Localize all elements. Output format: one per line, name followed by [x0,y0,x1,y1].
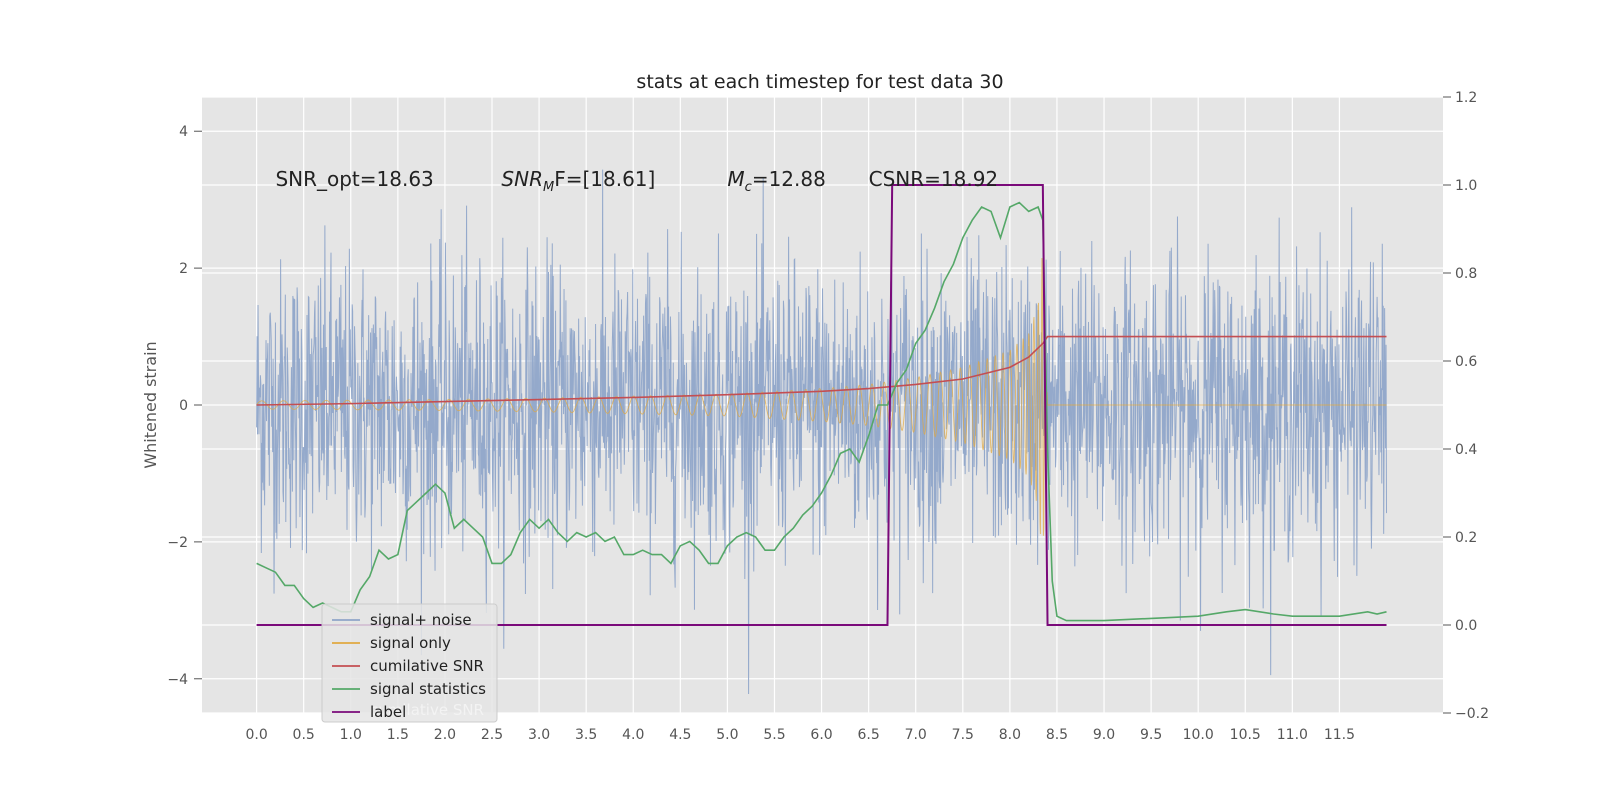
annotation-text: Mc=12.88 [727,167,825,195]
y-right-tick-label: 1.0 [1455,178,1477,194]
series-cumulative-snr-line [256,335,1387,406]
y-axis-label: Whitened strain [141,341,160,468]
legend-label: signal statistics [370,680,486,698]
x-tick-label: 10.5 [1230,727,1261,743]
y-left-tick-label: 2 [179,261,188,277]
x-tick-label: 3.5 [575,727,597,743]
x-tick-label: 1.0 [340,727,362,743]
x-tick-label: 11.5 [1324,727,1355,743]
annotation-sub: c [745,180,752,195]
x-tick-label: 10.0 [1183,727,1214,743]
annotation-rest: =12.88 [752,167,826,191]
y-right-tick-label: 1.2 [1455,90,1477,106]
x-tick-label: 0.5 [293,727,315,743]
x-tick-label: 8.0 [999,727,1021,743]
y-right-tick-label: 0.2 [1455,530,1477,546]
series-signal-noise-line [256,169,1388,695]
series-signal-only-line [256,257,1387,536]
y-axis-right-ticks: −0.2 0.0 0.2 0.4 0.6 0.8 1.0 1.2 [1443,90,1489,722]
annotation-main: SNR [501,167,543,191]
y-right-tick-label: 0.4 [1455,442,1477,458]
x-tick-label: 3.0 [528,727,550,743]
x-tick-label: 8.5 [1046,727,1068,743]
series-layer [256,169,1388,695]
annotation-main: M [727,167,744,191]
series-label-line [256,184,1387,626]
y-axis-left-ticks: −4 −2 0 2 4 [167,124,202,688]
x-tick-label: 9.5 [1140,727,1162,743]
legend-hidden-text: cumilative SNR [370,701,484,719]
x-tick-label: 6.0 [810,727,832,743]
legend-label: signal+ noise [370,611,472,629]
x-tick-label: 9.0 [1093,727,1115,743]
x-tick-label: 4.5 [669,727,691,743]
annotation-text: CSNR=18.92 [869,167,999,191]
x-axis-ticks: 0.0 0.5 1.0 1.5 2.0 2.5 3.0 3.5 4.0 4.5 5.0 5.5 6.0 6… [245,727,1355,743]
x-tick-label: 7.0 [905,727,927,743]
x-tick-label: 0.0 [245,727,267,743]
legend-label: label [370,703,406,721]
legend-label: signal only [370,634,451,652]
chart-title: stats at each timestep for test data 30 [636,71,1003,93]
x-tick-label: 11.0 [1277,727,1308,743]
y-left-tick-label: −2 [167,535,188,551]
y-right-tick-label: 0.0 [1455,618,1477,634]
y-left-tick-label: 4 [179,124,188,140]
legend: cumilative SNR signal+ noise signal only cu… [321,603,498,723]
x-tick-label: 6.5 [858,727,880,743]
y-right-tick-label: 0.8 [1455,266,1477,282]
x-tick-label: 7.5 [952,727,974,743]
annotation-text: SNRMF=[18.61] [501,167,655,195]
legend-label: cumilative SNR [370,657,484,675]
x-tick-label: 5.5 [763,727,785,743]
x-tick-label: 2.5 [481,727,503,743]
legend-box [321,603,498,723]
annotations: SNR_opt=18.63 SNRMF=[18.61] Mc=12.88 CSNR=1… [275,167,998,195]
x-tick-label: 2.0 [434,727,456,743]
annotation-text: SNR_opt=18.63 [275,167,433,191]
y-right-tick-label: 0.6 [1455,354,1477,370]
x-tick-label: 4.0 [622,727,644,743]
y-left-tick-label: 0 [179,398,188,414]
x-tick-label: 1.5 [387,727,409,743]
annotation-rest: F=[18.61] [554,167,655,191]
y-left-tick-label: −4 [167,672,188,688]
x-tick-label: 5.0 [716,727,738,743]
y-right-tick-label: −0.2 [1455,706,1489,722]
annotation-sub: M [543,180,554,195]
